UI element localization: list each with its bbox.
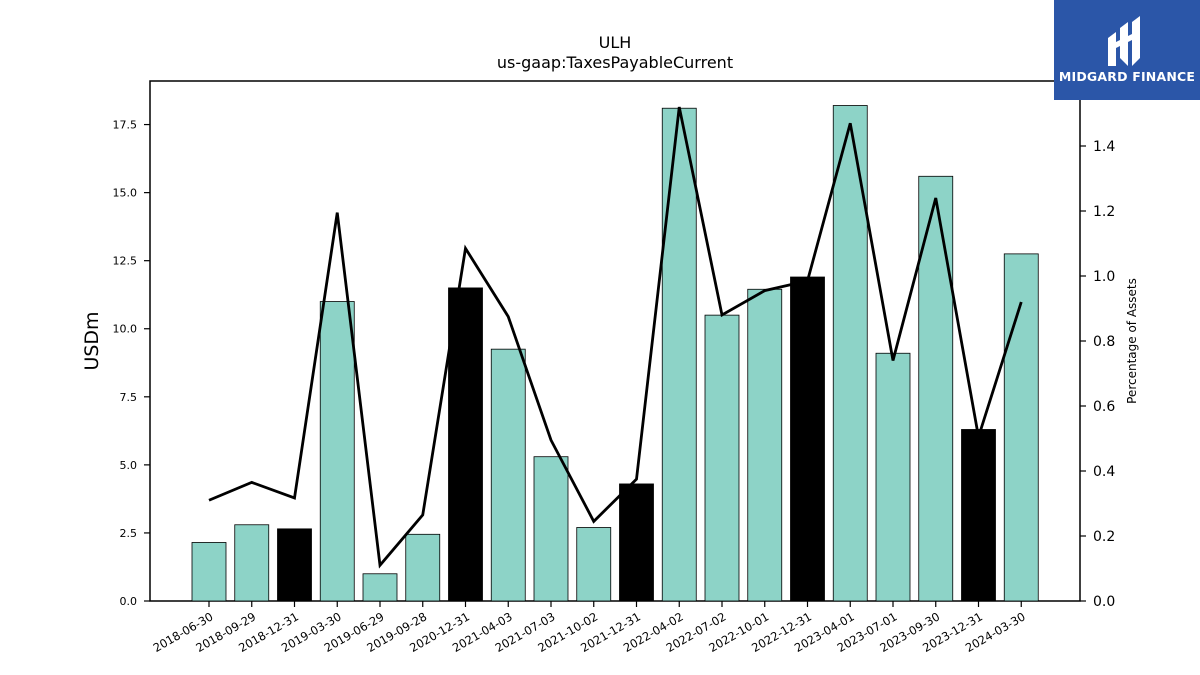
y2-axis-label: Percentage of Assets: [1125, 278, 1139, 404]
bar-2023-12-31: [961, 429, 996, 602]
bar-2021-12-31: [619, 483, 654, 602]
y2-tick-label: 0.0: [1093, 594, 1115, 610]
y2-tick-label: 1.4: [1093, 139, 1115, 155]
bar-2018-06-30: [191, 542, 227, 602]
bar-2022-10-01: [747, 288, 783, 602]
y-tick-label: 15.0: [113, 187, 138, 200]
y-tick-label: 10.0: [113, 323, 138, 336]
y-tick-label: 0.0: [120, 595, 138, 608]
y2-tick-label: 1.0: [1093, 269, 1115, 285]
bar-2021-10-02: [576, 527, 612, 602]
midgard-finance-logo: MIDGARD FINANCE: [1054, 0, 1200, 100]
bar-2020-12-31: [448, 287, 483, 602]
bar-2018-09-29: [234, 524, 270, 602]
y2-tick-label: 0.6: [1093, 399, 1115, 415]
x-axis: 2018-06-302018-09-292018-12-312019-03-30…: [151, 601, 1028, 655]
y2-tick-label: 0.4: [1093, 464, 1115, 480]
logo-text: MIDGARD FINANCE: [1058, 69, 1196, 84]
bar-2021-07-03: [533, 456, 569, 602]
bar-2019-06-29: [362, 573, 398, 602]
y-tick-label: 17.5: [113, 119, 138, 132]
midgard-logo-icon: [1108, 16, 1140, 66]
y2-tick-label: 1.2: [1093, 204, 1115, 220]
bar-2022-12-31: [790, 276, 825, 602]
bar-series: [191, 105, 1039, 602]
chart-title: ULH: [599, 33, 632, 52]
right-axis: 0.0 0.2 0.4 0.6 0.8 1.0 1.2 1.4: [1080, 139, 1115, 610]
bar-2022-04-02: [661, 107, 697, 602]
y-tick-label: 7.5: [120, 391, 138, 404]
chart-subtitle: us-gaap:TaxesPayableCurrent: [497, 53, 733, 72]
y-tick-label: 2.5: [120, 527, 138, 540]
bar-2024-03-30: [1003, 253, 1039, 602]
bar-2018-12-31: [277, 528, 312, 602]
left-axis: 0.0 2.5 5.0 7.5 10.0 12.5 15.0 17.5: [113, 119, 150, 608]
bar-2023-04-01: [832, 105, 868, 602]
bar-2022-07-02: [704, 314, 740, 602]
bar-2019-09-28: [405, 533, 441, 602]
y2-tick-label: 0.8: [1093, 334, 1115, 350]
bar-2023-07-01: [875, 352, 911, 602]
percentage-line: [208, 106, 1023, 569]
bar-2021-04-03: [490, 348, 526, 602]
y-axis-label: USDm: [81, 311, 103, 370]
y-tick-label: 5.0: [120, 459, 138, 472]
bar-2019-03-30: [319, 301, 355, 602]
line-series: [208, 106, 1023, 569]
y-tick-label: 12.5: [113, 255, 138, 268]
y2-tick-label: 0.2: [1093, 529, 1115, 545]
